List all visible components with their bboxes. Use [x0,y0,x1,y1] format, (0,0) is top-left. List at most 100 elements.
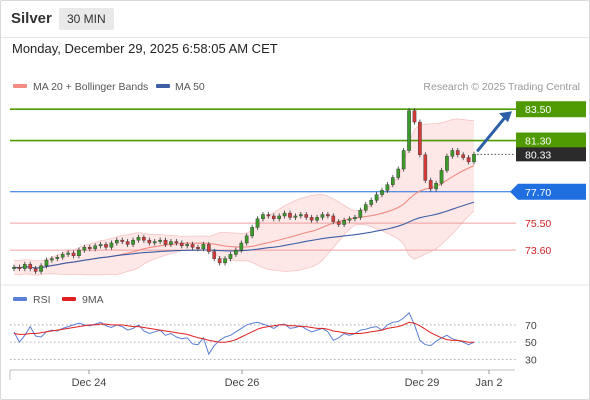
candlestick [228,254,233,259]
candlestick [23,264,27,269]
candlestick [60,254,65,258]
candlestick [326,214,330,217]
candlestick [234,249,238,255]
pivot-badge [510,183,586,200]
support-label: 73.60 [525,245,551,257]
forecast-arrowhead [499,111,512,123]
candlestick [266,214,271,217]
candlestick [396,168,401,178]
datetime-label: Monday, December 29, 2025 6:58:05 AM CET [12,41,278,56]
candlestick [223,258,227,264]
rsi-tick-label: 50 [525,337,537,349]
candlestick [28,264,33,269]
ma20-legend-swatch [13,84,27,88]
candlestick [12,266,16,269]
candlestick [44,259,49,266]
candlestick [125,241,130,245]
candlestick [244,235,249,244]
candlestick [239,242,244,251]
rsi-panel: 70 50 30 [10,312,537,366]
candlestick [17,266,22,269]
candlestick [255,218,260,228]
candlestick [87,247,92,249]
candlestick [136,237,141,241]
candlestick [190,244,195,248]
rsi-line [13,312,475,356]
resistance-label: 81.30 [525,136,551,148]
forecast-arrow-shaft [476,114,508,152]
candlestick [77,249,81,257]
candlestick [174,241,179,244]
candlestick [185,244,190,247]
candlesticks-layer [12,108,476,275]
ma50-legend-swatch [156,84,170,88]
candlestick [152,241,157,244]
ma20-legend-label: MA 20 + Bollinger Bands [33,81,148,93]
candlestick [439,170,444,184]
candlestick [196,247,200,249]
candlestick [71,252,76,257]
candlestick [472,154,476,163]
candlestick [347,218,352,221]
candlestick [466,157,471,163]
instrument-title: Silver [11,10,52,27]
candlestick [385,184,390,191]
candlestick [163,239,168,245]
candlestick [412,110,417,123]
candlestick [369,200,374,205]
candlestick [120,239,125,242]
candlestick [450,150,455,157]
moving-average-layer [13,165,475,269]
header-bar: Silver 30 MIN [1,1,589,38]
ma50-legend-label: MA 50 [175,81,205,93]
x-tick-label: Jan 2 [476,377,503,389]
candlestick [250,227,254,237]
candlestick [407,110,411,151]
candlestick [82,247,87,251]
candlestick [212,251,217,259]
candlestick [304,214,309,218]
timeframe-badge[interactable]: 30 MIN [59,8,114,30]
bollinger-band-layer [13,118,475,276]
candlestick [277,215,282,220]
rsi-tick-label: 70 [525,320,537,332]
rsi-ma-line [13,321,474,343]
candlestick [461,154,466,158]
candlestick [320,214,325,218]
candlestick [33,268,38,272]
candlestick [401,150,406,170]
candlestick [428,180,433,190]
last-price-badge [516,147,586,162]
candlestick [353,217,357,220]
candlestick [98,244,103,247]
candlestick [331,215,336,222]
candlestick [109,242,114,248]
candlestick [39,265,43,272]
candlestick [169,241,173,245]
candlestick [445,155,449,171]
candlestick [201,244,206,249]
candlestick [142,237,146,241]
candlestick [293,215,298,218]
forecast-arrow-layer [476,111,512,152]
candlestick [336,221,341,225]
candlestick [391,177,395,185]
rsi-legend-swatch [13,297,27,301]
candlestick [179,242,184,247]
candlestick [50,258,54,261]
candlestick [131,239,135,245]
candlestick [309,217,314,221]
candlestick [434,183,438,190]
rsi-ma-legend-label: 9MA [82,294,104,306]
candlestick [455,150,460,155]
candlestick [66,252,70,255]
candlestick [147,239,152,244]
candlestick [158,239,162,242]
rsi-ma-legend-swatch [62,297,76,301]
x-tick-label: Dec 24 [72,377,107,389]
candlestick [93,245,97,249]
watermark-label: Research © 2025 Trading Central [423,81,580,93]
candlestick [342,220,346,225]
candlestick [217,258,222,264]
